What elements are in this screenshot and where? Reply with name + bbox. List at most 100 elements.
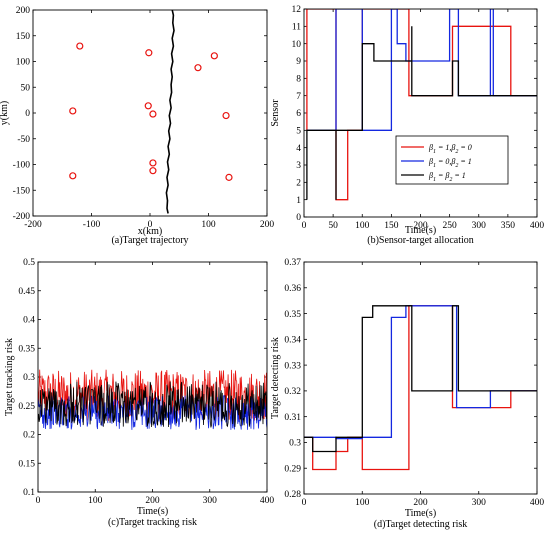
panel-caption: (d)Target detecting risk — [374, 519, 468, 530]
x-tick-label: 300 — [472, 221, 487, 231]
y-tick-label: 0.5 — [23, 258, 35, 268]
target-marker — [69, 172, 77, 180]
target-marker — [210, 52, 218, 60]
x-axis-label: Time(s) — [405, 225, 436, 236]
x-axis-label: Time(s) — [137, 506, 168, 517]
x-tick-label: 300 — [472, 498, 487, 508]
panel-b-sensor-target-allocation: 0 50 100 150 200 250 300 350 4000123456789101112… — [270, 5, 544, 246]
panel-caption: (c)Target tracking risk — [108, 517, 197, 528]
x-tick-label: 100 — [201, 220, 216, 230]
x-tick-label: 0 — [302, 221, 307, 231]
series-line — [306, 9, 537, 131]
y-tick-label: 0.45 — [18, 287, 35, 297]
y-tick-label: 0.15 — [18, 459, 35, 469]
x-tick-label: 400 — [260, 496, 275, 506]
legend-label: β1 = β2 = 1 — [428, 171, 466, 183]
y-tick-label: 0.37 — [284, 258, 301, 268]
x-axis-label: Time(s) — [405, 508, 436, 519]
x-tick-label: 200 — [413, 498, 428, 508]
plot-area — [69, 10, 233, 214]
target-marker — [149, 110, 157, 118]
plot-area — [306, 9, 537, 201]
y-tick-label: 5 — [296, 127, 301, 137]
y-tick-label: 8 — [296, 75, 301, 85]
y-tick-label: 0 — [25, 109, 30, 119]
target-marker — [149, 167, 157, 175]
plot-frame — [37, 261, 268, 493]
y-tick-label: 150 — [16, 32, 31, 42]
legend-label: β1 = 1,β2 = 0 — [428, 143, 472, 155]
y-tick-label: 0.4 — [23, 316, 35, 326]
y-axis-label: Sensor — [270, 99, 281, 127]
y-tick-label: 0.28 — [284, 490, 301, 500]
y-tick-label: 11 — [292, 23, 301, 33]
y-tick-label: 0.36 — [284, 284, 301, 294]
x-tick-label: 200 — [260, 220, 275, 230]
x-tick-label: 200 — [413, 221, 428, 231]
legend-label: β1 = 0,β2 = 1 — [428, 157, 472, 169]
y-tick-label: 0.31 — [284, 413, 301, 423]
y-tick-label: 100 — [16, 58, 31, 68]
target-marker — [149, 159, 157, 167]
y-tick-label: 1 — [296, 196, 301, 206]
x-tick-label: 150 — [384, 221, 399, 231]
x-tick-label: 0 — [148, 220, 153, 230]
series-line — [38, 381, 267, 428]
panel-c-target-tracking-risk: 0 100 200 300 400 0.1 0.15 0.2 0.25 0.3 0.35 0.4 0.4… — [4, 258, 274, 528]
panel-caption: (b)Sensor-target allocation — [367, 235, 474, 246]
y-tick-label: -50 — [17, 135, 30, 145]
x-axis-label: x(km) — [138, 226, 162, 237]
x-tick-label: 300 — [203, 496, 218, 506]
x-tick-label: 100 — [355, 221, 370, 231]
y-tick-label: 10 — [292, 40, 302, 50]
x-tick-label: 200 — [145, 496, 160, 506]
y-axis-label: Target tracking risk — [4, 338, 15, 416]
y-tick-label: 0 — [296, 213, 301, 223]
target-marker — [76, 42, 84, 50]
y-tick-label: 3 — [296, 161, 301, 171]
x-tick-label: 0 — [302, 498, 307, 508]
target-marker — [69, 107, 77, 115]
target-marker — [144, 102, 152, 110]
y-tick-label: -200 — [13, 212, 31, 222]
target-marker — [145, 49, 153, 57]
x-tick-label: 100 — [88, 496, 103, 506]
y-tick-label: 200 — [16, 6, 31, 16]
y-tick-label: 12 — [292, 5, 302, 15]
plot-area — [304, 305, 537, 471]
y-tick-label: 0.3 — [23, 373, 35, 383]
x-tick-label: 0 — [36, 496, 41, 506]
panel-d-target-detecting-risk: 0 100 200 300 400 0.28 0.29 0.3 0.31 0.32 0.33 0.34… — [270, 258, 544, 530]
panel-caption: (a)Target trajectory — [111, 235, 188, 246]
y-tick-label: 0.34 — [284, 336, 301, 346]
y-tick-label: 6 — [296, 109, 301, 119]
plot-frame — [303, 8, 538, 218]
x-tick-label: 100 — [355, 498, 370, 508]
series-line — [304, 305, 537, 471]
y-tick-label: 0.1 — [23, 488, 35, 498]
series-line — [306, 26, 537, 200]
x-tick-label: 350 — [501, 221, 516, 231]
y-axis-label: Target detecting risk — [270, 337, 281, 419]
y-tick-label: 7 — [296, 92, 301, 102]
y-tick-label: 0.33 — [284, 361, 301, 371]
y-tick-label: 9 — [296, 57, 301, 67]
x-tick-label: -200 — [24, 220, 42, 230]
plot-frame — [303, 261, 538, 495]
y-tick-label: 0.32 — [284, 387, 301, 397]
series-line — [304, 305, 537, 453]
y-tick-label: 2 — [296, 179, 301, 189]
x-tick-label: -100 — [83, 220, 101, 230]
y-tick-label: 0.25 — [18, 402, 35, 412]
target-marker — [194, 64, 202, 72]
x-tick-label: 400 — [530, 221, 545, 231]
x-tick-label: 250 — [443, 221, 458, 231]
plot-frame — [32, 9, 268, 217]
y-tick-label: 0.35 — [18, 344, 35, 354]
series-line — [304, 305, 537, 440]
y-tick-label: -150 — [13, 186, 31, 196]
x-tick-label: 50 — [328, 221, 338, 231]
y-tick-label: 0.29 — [284, 464, 301, 474]
legend-box — [395, 135, 509, 185]
